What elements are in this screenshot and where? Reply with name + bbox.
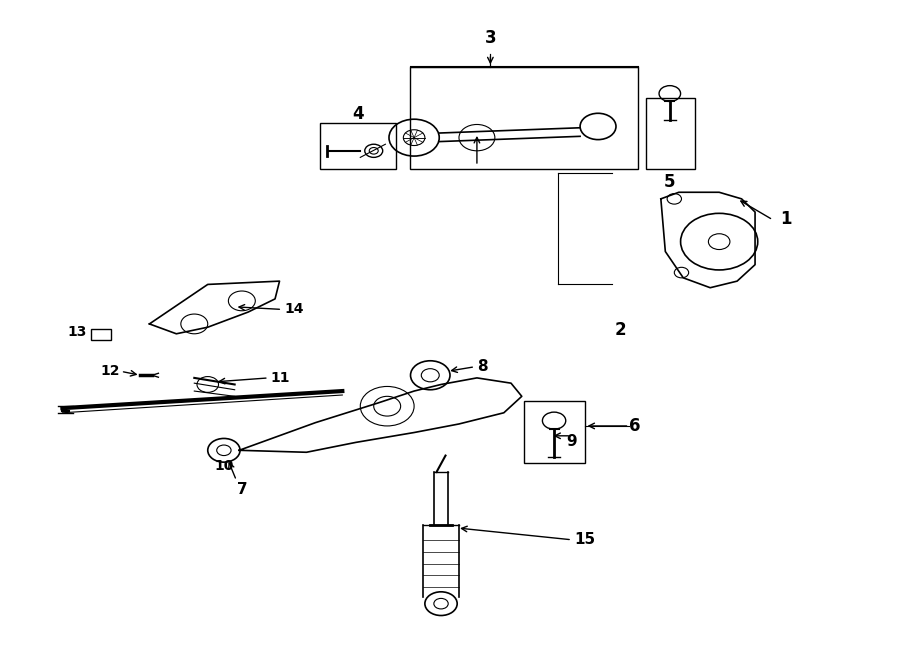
Text: 8: 8 <box>477 359 488 374</box>
Text: 6: 6 <box>629 417 641 435</box>
Text: 10: 10 <box>214 459 234 473</box>
Text: 11: 11 <box>271 371 290 385</box>
Text: 3: 3 <box>484 30 496 48</box>
Text: 13: 13 <box>68 325 86 340</box>
Bar <box>410 67 638 169</box>
Text: 14: 14 <box>284 303 303 317</box>
Text: 12: 12 <box>100 364 120 378</box>
Bar <box>91 329 111 340</box>
Text: 7: 7 <box>237 483 248 497</box>
Bar <box>524 401 585 463</box>
Text: 9: 9 <box>566 434 576 449</box>
Text: 2: 2 <box>615 321 626 340</box>
Text: 5: 5 <box>664 173 676 190</box>
Text: 15: 15 <box>574 532 595 547</box>
Text: 1: 1 <box>780 210 792 227</box>
Text: 4: 4 <box>353 105 364 123</box>
Bar <box>320 123 396 169</box>
Bar <box>645 98 695 169</box>
